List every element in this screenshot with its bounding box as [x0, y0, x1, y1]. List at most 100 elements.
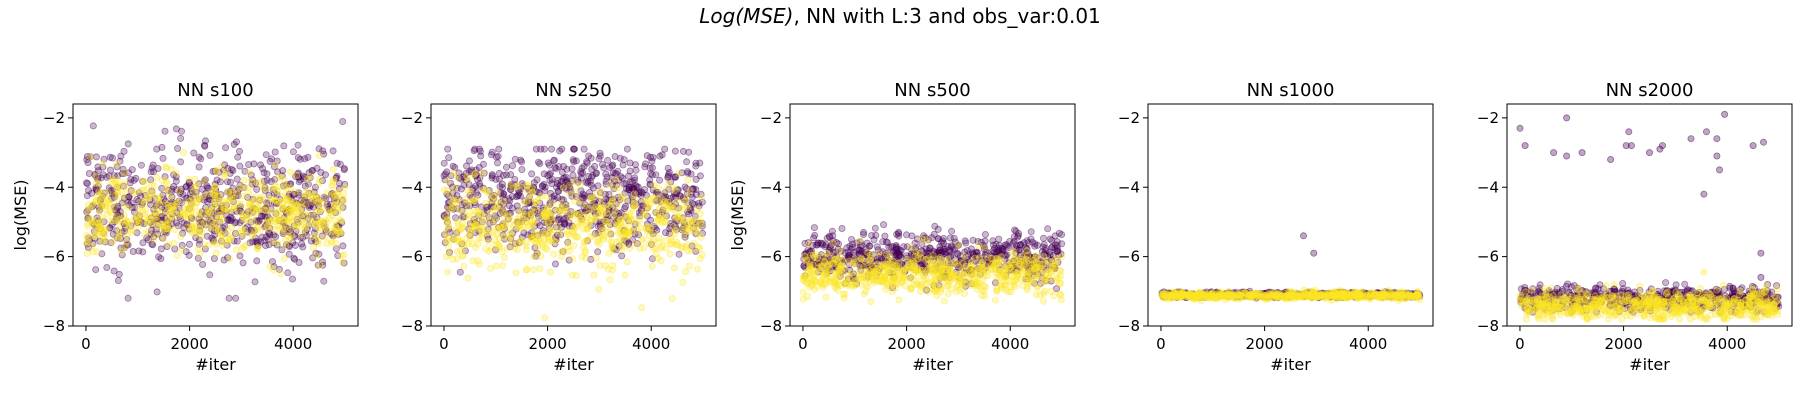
data-point-purple — [304, 180, 312, 188]
data-point-purple — [114, 276, 122, 284]
data-point-yellow — [950, 272, 958, 280]
data-point-yellow — [571, 178, 579, 186]
data-point-purple — [986, 257, 994, 265]
data-point-purple — [625, 183, 633, 191]
data-point-yellow — [595, 240, 603, 248]
data-point-yellow — [121, 244, 129, 252]
data-point-purple — [97, 174, 105, 182]
data-point-purple — [253, 185, 261, 193]
data-point-purple — [199, 260, 207, 268]
data-point-purple — [811, 257, 819, 265]
data-point-yellow — [504, 232, 512, 240]
data-point-purple — [1040, 263, 1048, 271]
data-point-yellow — [279, 216, 287, 224]
data-point-yellow — [515, 222, 523, 230]
data-point-yellow — [175, 187, 183, 195]
data-point-yellow — [488, 217, 496, 225]
data-point-purple — [196, 219, 204, 227]
data-point-yellow — [972, 278, 980, 286]
data-point-purple — [588, 193, 596, 201]
data-point-yellow — [190, 227, 198, 235]
data-point-purple — [201, 210, 209, 218]
data-point-purple — [498, 222, 506, 230]
data-point-purple — [283, 209, 291, 217]
data-point-yellow — [911, 264, 919, 272]
data-point-yellow — [883, 267, 891, 275]
data-point-purple — [490, 191, 498, 199]
data-point-purple — [832, 252, 840, 260]
data-point-yellow — [834, 262, 842, 270]
data-point-yellow — [1031, 265, 1039, 273]
data-point-yellow — [330, 201, 338, 209]
data-point-purple — [488, 148, 496, 156]
data-point-purple — [565, 222, 573, 230]
data-point-yellow — [530, 253, 538, 261]
data-point-purple — [306, 202, 314, 210]
data-point-purple — [908, 232, 916, 240]
data-point-purple — [341, 180, 349, 188]
data-point-purple — [954, 241, 962, 249]
data-point-yellow — [281, 236, 289, 244]
data-point-yellow — [312, 251, 320, 259]
data-point-purple — [453, 191, 461, 199]
data-point-purple — [1002, 262, 1010, 270]
data-point-purple — [91, 170, 99, 178]
data-point-yellow — [937, 288, 945, 296]
data-point-purple — [896, 247, 904, 255]
data-point-yellow — [226, 194, 234, 202]
data-point-purple — [222, 201, 230, 209]
data-point-yellow — [99, 232, 107, 240]
data-point-yellow — [224, 188, 232, 196]
data-point-purple — [311, 218, 319, 226]
data-point-purple — [833, 239, 841, 247]
data-point-purple — [819, 239, 827, 247]
data-point-purple — [276, 195, 284, 203]
data-point-yellow — [646, 200, 654, 208]
data-point-yellow — [800, 273, 808, 281]
data-point-purple — [153, 215, 161, 223]
data-point-yellow — [682, 268, 690, 276]
data-point-purple — [206, 192, 214, 200]
data-point-purple — [948, 243, 956, 251]
data-point-purple — [506, 196, 514, 204]
data-point-purple — [817, 262, 825, 270]
data-point-purple — [692, 247, 700, 255]
data-point-purple — [629, 185, 637, 193]
data-point-purple — [1350, 291, 1358, 299]
data-point-purple — [986, 259, 994, 267]
data-point-purple — [605, 206, 613, 214]
data-point-purple — [999, 245, 1007, 253]
data-point-yellow — [1043, 256, 1051, 264]
data-point-purple — [1181, 293, 1189, 301]
data-point-yellow — [692, 228, 700, 236]
data-point-yellow — [518, 215, 526, 223]
data-point-purple — [448, 183, 456, 191]
data-point-purple — [1003, 242, 1011, 250]
data-point-yellow — [823, 271, 831, 279]
data-point-purple — [585, 203, 593, 211]
data-point-yellow — [333, 191, 341, 199]
data-point-purple — [560, 216, 568, 224]
data-point-yellow — [643, 198, 651, 206]
data-point-purple — [1189, 290, 1197, 298]
data-point-yellow — [680, 216, 688, 224]
data-point-purple — [248, 227, 256, 235]
data-point-yellow — [285, 209, 293, 217]
data-point-yellow — [455, 234, 463, 242]
data-point-purple — [996, 266, 1004, 274]
data-point-purple — [984, 257, 992, 265]
data-point-purple — [1025, 263, 1033, 271]
data-point-purple — [334, 251, 342, 259]
data-point-purple — [554, 176, 562, 184]
data-point-purple — [178, 127, 186, 135]
data-point-purple — [150, 233, 158, 241]
data-point-purple — [1307, 291, 1315, 299]
data-point-yellow — [281, 177, 289, 185]
data-point-purple — [505, 209, 513, 217]
data-point-yellow — [1022, 255, 1030, 263]
data-point-purple — [195, 215, 203, 223]
data-point-purple — [814, 261, 822, 269]
data-point-purple — [674, 217, 682, 225]
data-point-purple — [485, 186, 493, 194]
data-point-yellow — [310, 190, 318, 198]
